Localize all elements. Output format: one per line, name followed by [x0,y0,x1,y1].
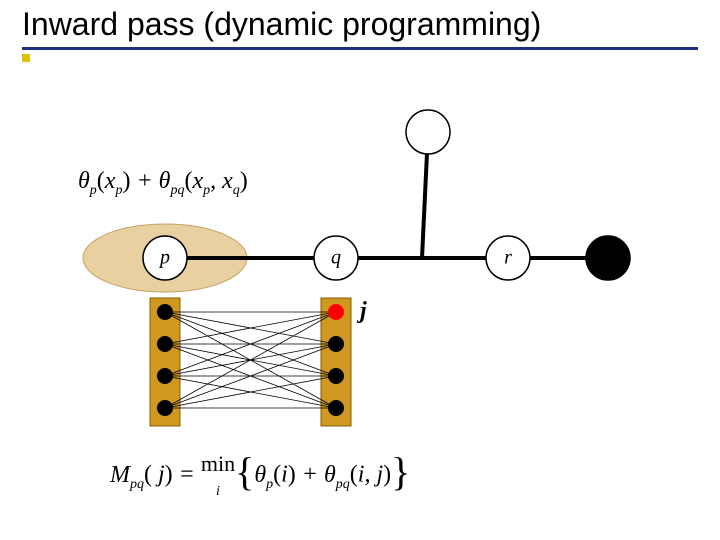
node-label-p: p [160,247,170,270]
node-label-q: q [331,247,341,270]
formula-message: Mpq( j) = mini{θp(i) + θpq(i, j)} [110,452,410,500]
formula-theta: θp(xp) + θpq(xp, xq) [78,168,248,199]
j-label: j [360,298,367,325]
node-label-r: r [504,247,512,270]
